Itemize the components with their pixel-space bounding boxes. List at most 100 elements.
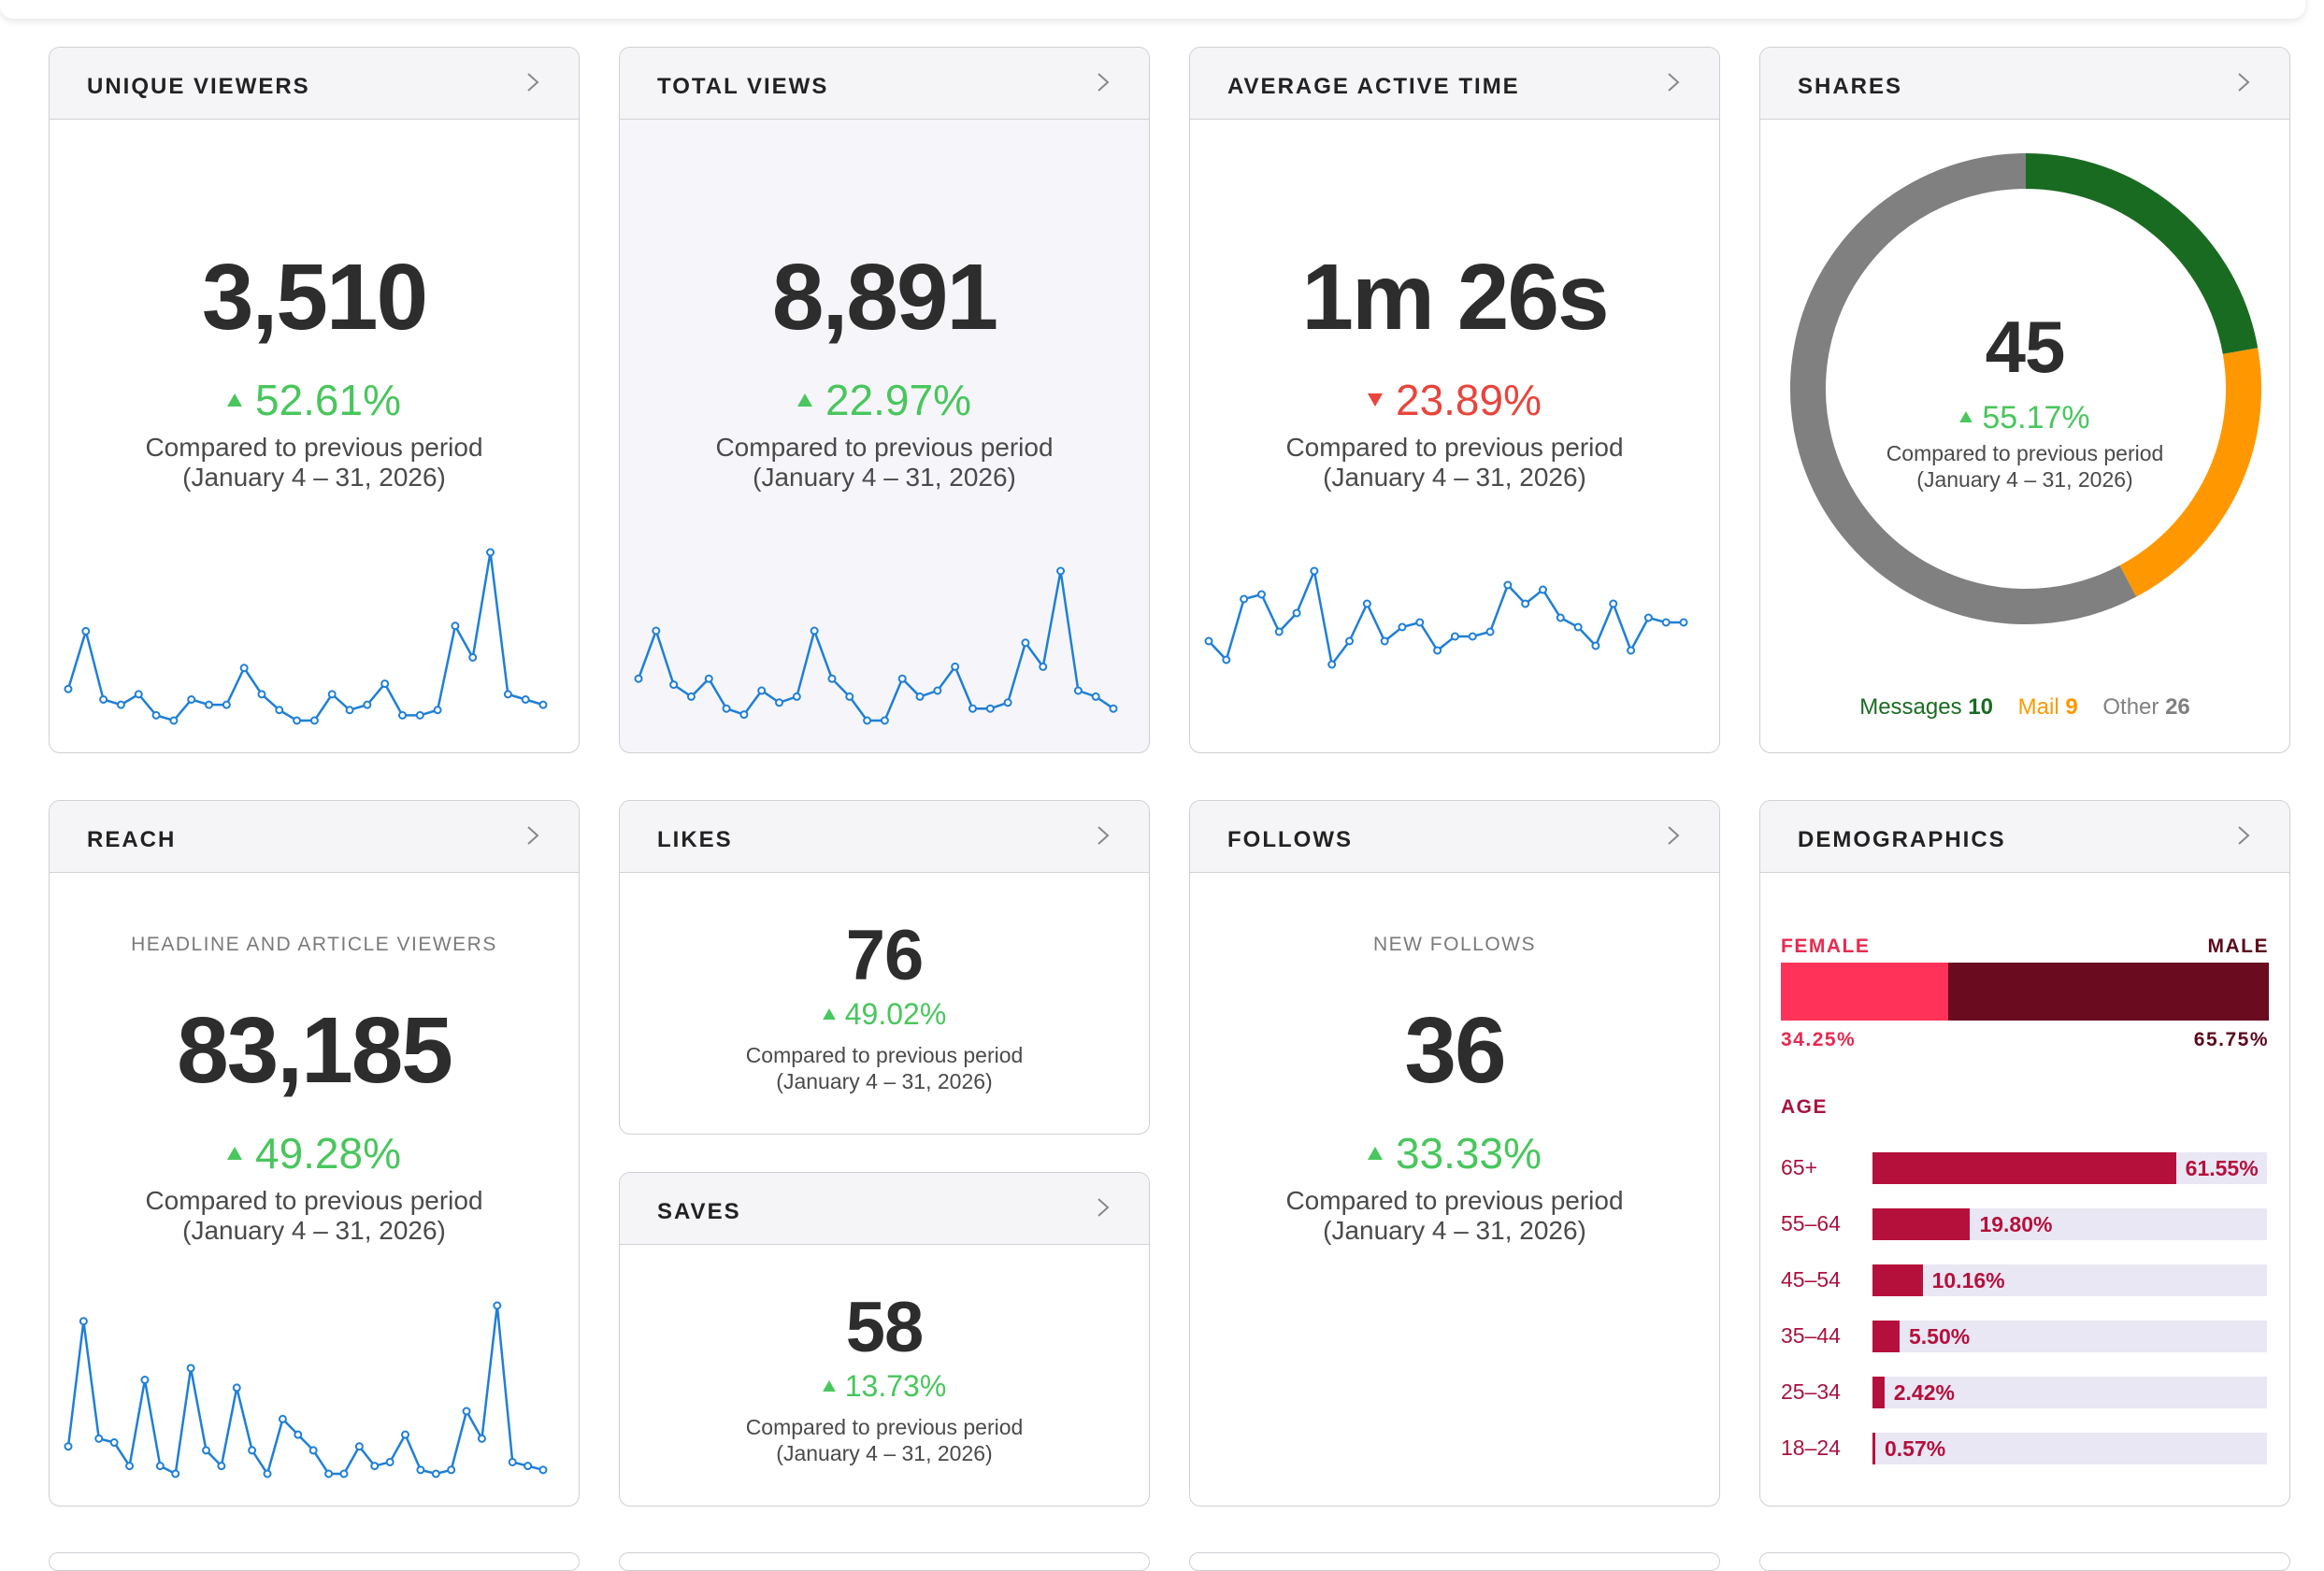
sparkline-point xyxy=(1362,599,1371,608)
card-header[interactable]: SHARES xyxy=(1760,48,2289,120)
shares-card[interactable]: SHARES 45 55.17% Compared to previous pe… xyxy=(1759,47,2290,753)
chevron-right-icon[interactable] xyxy=(523,70,543,94)
sparkline-point xyxy=(380,679,390,689)
sparkline-point xyxy=(345,706,354,715)
bottom-card-3[interactable] xyxy=(1189,1552,1720,1571)
chevron-right-icon[interactable] xyxy=(1663,823,1684,848)
reach-card[interactable]: REACH HEADLINE AND ARTICLE VIEWERS 83,18… xyxy=(49,800,580,1507)
sparkline-point xyxy=(669,680,679,690)
card-header[interactable]: LIKES xyxy=(620,801,1149,873)
average-active-time-card[interactable]: AVERAGE ACTIVE TIME 1m 26s 23.89% Compar… xyxy=(1189,47,1720,753)
sparkline-line xyxy=(66,551,544,722)
sparkline-point xyxy=(293,716,302,725)
up-triangle-icon xyxy=(822,1007,836,1020)
sparkline-point xyxy=(493,1301,502,1310)
chevron-right-icon[interactable] xyxy=(1093,823,1113,848)
sparkline-point xyxy=(447,1465,456,1475)
sparkline-point xyxy=(116,700,125,709)
age-bar-fill xyxy=(1872,1264,1923,1296)
card-title: SHARES xyxy=(1798,74,1903,99)
sparkline-point xyxy=(109,1438,119,1448)
sparkline-point xyxy=(863,716,872,725)
sparkline-chart xyxy=(64,1301,548,1478)
chevron-right-icon[interactable] xyxy=(2233,823,2254,848)
chevron-right-icon[interactable] xyxy=(2233,70,2254,94)
change-value: 33.33% xyxy=(1395,1129,1542,1178)
sparkline-point xyxy=(232,1383,241,1392)
comparison-label: Compared to previous period xyxy=(745,1415,1024,1439)
sparkline-point xyxy=(985,704,995,713)
up-triangle-icon xyxy=(1959,411,1973,423)
chevron-right-icon[interactable] xyxy=(1663,70,1684,94)
bottom-card-4[interactable] xyxy=(1759,1552,2290,1571)
sparkline-point xyxy=(1003,698,1012,707)
metric-value: 8,891 xyxy=(771,245,998,350)
card-header[interactable]: UNIQUE VIEWERS xyxy=(50,48,579,120)
sparkline-chart xyxy=(634,566,1118,725)
sparkline-point xyxy=(634,674,643,683)
female-label: FEMALE xyxy=(1781,935,1871,957)
sparkline-point xyxy=(363,700,372,709)
likes-card[interactable]: LIKES 76 49.02% Compared to previous per… xyxy=(619,800,1150,1135)
comparison-text: Compared to previous period (January 4 –… xyxy=(1190,433,1719,493)
sparkline-point xyxy=(1292,608,1301,618)
sparkline-point xyxy=(79,1317,88,1326)
metric-value: 3,510 xyxy=(201,245,428,350)
card-title: TOTAL VIEWS xyxy=(657,74,829,99)
sparkline-point xyxy=(521,695,530,704)
female-bar-fill xyxy=(1781,963,1948,1021)
total-views-card[interactable]: TOTAL VIEWS 8,891 22.97% Compared to pre… xyxy=(619,47,1150,753)
sparkline-point xyxy=(1591,641,1600,650)
sparkline-point xyxy=(503,690,512,699)
sparkline-point xyxy=(451,621,460,631)
chevron-right-icon[interactable] xyxy=(1093,1195,1113,1220)
card-header[interactable]: TOTAL VIEWS xyxy=(620,48,1149,120)
age-bar-fill xyxy=(1872,1433,1875,1464)
bottom-card-1[interactable] xyxy=(49,1552,580,1571)
age-bar-fill xyxy=(1872,1321,1900,1352)
sparkline-point xyxy=(64,684,73,693)
sparkline-line xyxy=(66,1305,544,1477)
card-header[interactable]: AVERAGE ACTIVE TIME xyxy=(1190,48,1719,120)
card-title: LIKES xyxy=(657,827,733,852)
chevron-right-icon[interactable] xyxy=(523,823,543,848)
male-label: MALE xyxy=(2207,935,2269,957)
age-bar-track: 0.57% xyxy=(1872,1433,2267,1464)
sparkline-line xyxy=(1208,566,1684,668)
demographics-card[interactable]: DEMOGRAPHICS FEMALE MALE 34.25% 65.75% A… xyxy=(1759,800,2290,1507)
age-percent: 2.42% xyxy=(1893,1380,1955,1405)
sparkline-point xyxy=(354,1442,364,1451)
card-header[interactable]: FOLLOWS xyxy=(1190,801,1719,873)
comparison-text: Compared to previous period (January 4 –… xyxy=(1190,1186,1719,1246)
comparison-text: Compared to previous period (January 4 –… xyxy=(50,1186,579,1246)
card-header[interactable]: REACH xyxy=(50,801,579,873)
card-header[interactable]: SAVES xyxy=(620,1173,1149,1245)
change-percent: 49.28% xyxy=(50,1128,579,1178)
sparkline-point xyxy=(652,626,661,636)
sparkline-point xyxy=(1627,646,1636,655)
change-value: 49.02% xyxy=(844,997,947,1031)
sparkline-point xyxy=(538,1465,548,1475)
sparkline-point xyxy=(704,674,713,683)
change-value: 22.97% xyxy=(825,376,971,424)
saves-card[interactable]: SAVES 58 13.73% Compared to previous per… xyxy=(619,1172,1150,1507)
metric-value: 58 xyxy=(845,1288,925,1367)
comparison-label: Compared to previous period xyxy=(145,433,483,462)
card-title: AVERAGE ACTIVE TIME xyxy=(1227,74,1520,99)
chevron-right-icon[interactable] xyxy=(1093,70,1113,94)
age-range-label: 65+ xyxy=(1781,1155,1818,1179)
sparkline-point xyxy=(339,1469,349,1478)
sparkline-point xyxy=(462,1407,471,1416)
donut-segment-other[interactable] xyxy=(1790,153,2137,624)
sparkline-point xyxy=(186,1364,195,1373)
bottom-card-2[interactable] xyxy=(619,1552,1150,1571)
unique-viewers-card[interactable]: UNIQUE VIEWERS 3,510 52.61% Compared to … xyxy=(49,47,580,753)
sparkline-point xyxy=(278,1414,287,1423)
donut-segment-mail[interactable] xyxy=(2119,348,2261,597)
card-header[interactable]: DEMOGRAPHICS xyxy=(1760,801,2289,873)
donut-segment-messages[interactable] xyxy=(2025,153,2259,355)
sparkline-point xyxy=(1310,566,1319,576)
sparkline-point xyxy=(248,1446,257,1455)
legend-label: Mail xyxy=(2017,694,2059,720)
follows-card[interactable]: FOLLOWS NEW FOLLOWS 36 33.33% Compared t… xyxy=(1189,800,1720,1507)
